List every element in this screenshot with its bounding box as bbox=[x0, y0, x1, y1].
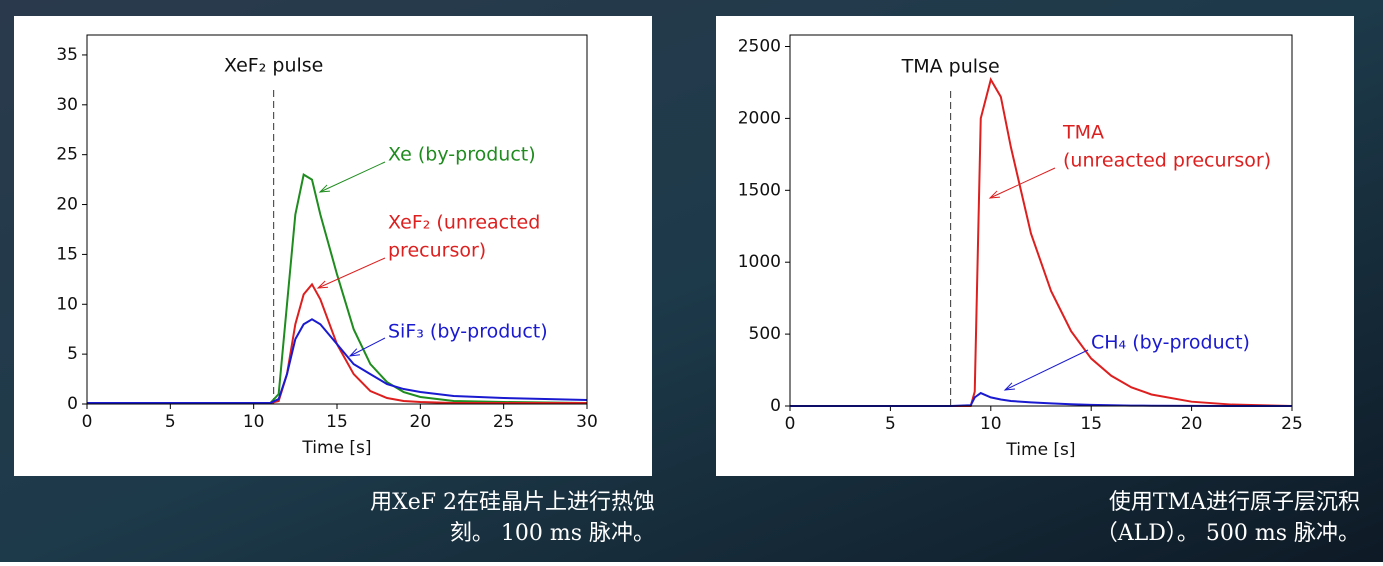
annotation-arrow bbox=[1004, 349, 1089, 391]
annotation-arrowhead bbox=[988, 190, 1001, 199]
y-tick-label: 15 bbox=[56, 244, 78, 264]
annotation: TMA bbox=[1062, 122, 1104, 144]
panel bbox=[14, 16, 652, 476]
pulse-label: XeF₂ pulse bbox=[224, 55, 323, 77]
annotation-arrow bbox=[989, 167, 1056, 199]
caption: 刻。 100 ms 脉冲。 bbox=[450, 521, 655, 546]
annotation: CH₄ (by-product) bbox=[1091, 332, 1250, 354]
y-tick-label: 20 bbox=[56, 195, 78, 215]
plot-frame bbox=[86, 34, 588, 405]
annotation: (unreacted precursor) bbox=[1063, 150, 1271, 172]
annotation-arrowhead bbox=[348, 348, 360, 357]
y-tick-label: 1000 bbox=[738, 252, 781, 272]
annotation: Xe (by-product) bbox=[388, 144, 536, 166]
line-series bbox=[87, 318, 588, 405]
annotation: XeF₂ (unreacted bbox=[388, 212, 540, 234]
x-tick-label: 5 bbox=[885, 414, 896, 434]
x-tick-label: 0 bbox=[82, 412, 93, 432]
x-tick-label: 0 bbox=[785, 414, 796, 434]
y-tick-label: 2000 bbox=[738, 108, 781, 128]
caption: 用XeF 2在硅晶片上进行热蚀 bbox=[370, 490, 655, 515]
pulse-label: TMA pulse bbox=[901, 56, 1000, 78]
x-tick-label: 30 bbox=[576, 412, 598, 432]
x-axis-label: Time [s] bbox=[301, 438, 371, 458]
annotation-arrowhead bbox=[1003, 382, 1016, 391]
annotation-arrowhead bbox=[318, 184, 331, 193]
x-tick-label: 5 bbox=[165, 412, 176, 432]
y-tick-label: 5 bbox=[67, 344, 78, 364]
caption: 使用TMA进行原子层沉积 bbox=[1109, 490, 1360, 515]
x-tick-label: 10 bbox=[243, 412, 265, 432]
annotation: SiF₃ (by-product) bbox=[388, 321, 548, 343]
x-tick-label: 20 bbox=[1181, 414, 1203, 434]
plot-frame bbox=[789, 34, 1293, 407]
y-tick-label: 25 bbox=[56, 145, 78, 165]
y-tick-label: 1500 bbox=[738, 180, 781, 200]
x-tick-label: 20 bbox=[410, 412, 432, 432]
y-tick-label: 35 bbox=[56, 45, 78, 65]
annotation-arrow bbox=[317, 257, 386, 289]
annotation-arrow bbox=[349, 337, 386, 357]
y-tick-label: 2500 bbox=[738, 37, 781, 57]
x-tick-label: 15 bbox=[326, 412, 348, 432]
y-tick-label: 500 bbox=[749, 324, 781, 344]
annotation: precursor) bbox=[388, 240, 486, 262]
x-tick-label: 25 bbox=[493, 412, 515, 432]
y-tick-label: 10 bbox=[56, 294, 78, 314]
x-tick-label: 10 bbox=[980, 414, 1002, 434]
y-tick-label: 0 bbox=[67, 394, 78, 414]
caption: （ALD）。 500 ms 脉冲。 bbox=[1096, 521, 1360, 546]
annotation-arrow bbox=[319, 161, 386, 193]
y-tick-label: 30 bbox=[56, 95, 78, 115]
y-tick-label: 0 bbox=[770, 396, 781, 416]
annotation-arrowhead bbox=[316, 280, 329, 289]
x-tick-label: 25 bbox=[1281, 414, 1303, 434]
x-axis-label: Time [s] bbox=[1005, 440, 1075, 460]
x-tick-label: 15 bbox=[1080, 414, 1102, 434]
